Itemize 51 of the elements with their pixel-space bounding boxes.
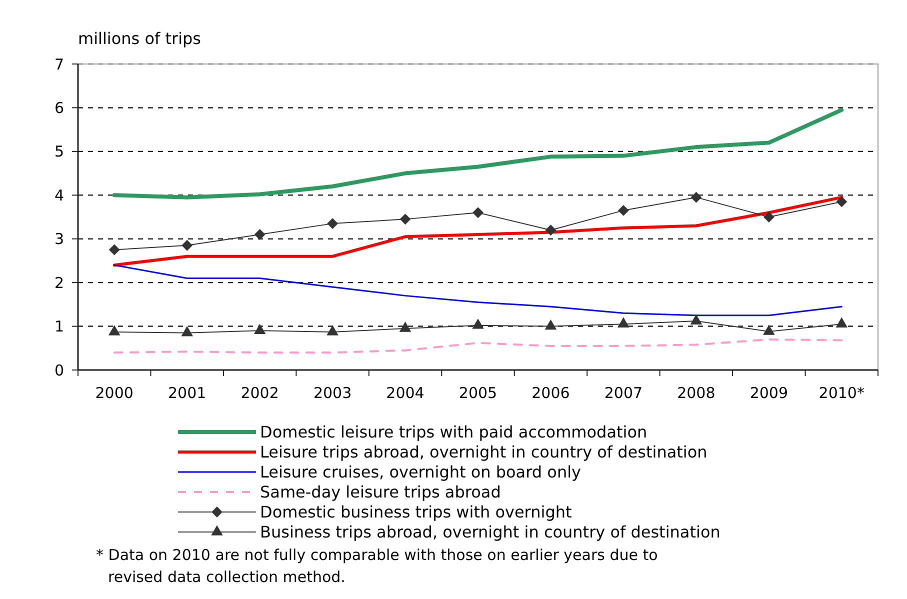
point bbox=[763, 324, 775, 335]
point bbox=[254, 324, 266, 334]
point bbox=[400, 214, 411, 225]
x-tick-label: 2001 bbox=[168, 384, 206, 402]
y-tick-label: 7 bbox=[54, 55, 64, 74]
x-tick-label: 2002 bbox=[240, 384, 279, 402]
legend-label: Domestic business trips with overnight bbox=[260, 502, 572, 522]
point bbox=[544, 319, 557, 330]
x-tick-label: 2000 bbox=[95, 384, 134, 402]
point bbox=[326, 325, 338, 336]
y-tick-label: 2 bbox=[54, 274, 64, 292]
y-tick-label: 1 bbox=[54, 318, 64, 336]
x-tick-label: 2010* bbox=[818, 384, 865, 402]
point bbox=[327, 218, 338, 230]
x-tick-label: 2004 bbox=[386, 384, 424, 402]
legend-label: Leisure trips abroad, overnight in country of destination bbox=[260, 442, 708, 462]
point bbox=[108, 244, 120, 256]
line-series bbox=[112, 108, 844, 200]
x-tick-label: 2003 bbox=[313, 384, 352, 402]
point bbox=[472, 318, 484, 329]
point bbox=[763, 212, 774, 222]
y-tick-label: 4 bbox=[54, 186, 64, 204]
point bbox=[181, 326, 193, 336]
x-tick-label: 2007 bbox=[604, 384, 643, 402]
x-tick-label: 2008 bbox=[677, 384, 716, 402]
point bbox=[545, 224, 556, 236]
y-axis-title: millions of trips bbox=[78, 29, 202, 48]
y-tick-label: 0 bbox=[54, 361, 64, 380]
point bbox=[399, 322, 412, 332]
legend-label: Leisure cruises, overnight on board only bbox=[260, 462, 581, 482]
point bbox=[690, 192, 702, 203]
point bbox=[690, 314, 702, 324]
point bbox=[472, 207, 484, 218]
x-tick-label: 2006 bbox=[532, 384, 570, 402]
y-tick-label: 3 bbox=[54, 230, 64, 248]
y-tick-label: 5 bbox=[54, 142, 64, 161]
legend-label: Business trips abroad, overnight in country of destination bbox=[260, 522, 720, 542]
text: * Data on 2010 are not fully comparable with those on earlier years due to revised data collection method. bbox=[96, 546, 658, 586]
point bbox=[254, 229, 266, 240]
x-tick-label: 2009 bbox=[750, 384, 788, 402]
x-tick-label: 2005 bbox=[458, 384, 498, 402]
y-tick-label: 6 bbox=[54, 98, 64, 117]
line-series bbox=[113, 338, 843, 354]
point bbox=[836, 317, 848, 328]
legend-label: Domestic leisure trips with paid accommodation bbox=[260, 422, 648, 442]
point bbox=[108, 325, 120, 336]
point bbox=[618, 317, 630, 328]
legend-label: Same-day leisure trips abroad bbox=[260, 482, 501, 502]
point bbox=[836, 196, 848, 208]
point bbox=[182, 240, 193, 251]
point bbox=[618, 204, 629, 216]
